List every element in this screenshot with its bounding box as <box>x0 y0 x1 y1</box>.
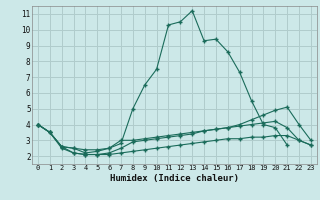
X-axis label: Humidex (Indice chaleur): Humidex (Indice chaleur) <box>110 174 239 183</box>
